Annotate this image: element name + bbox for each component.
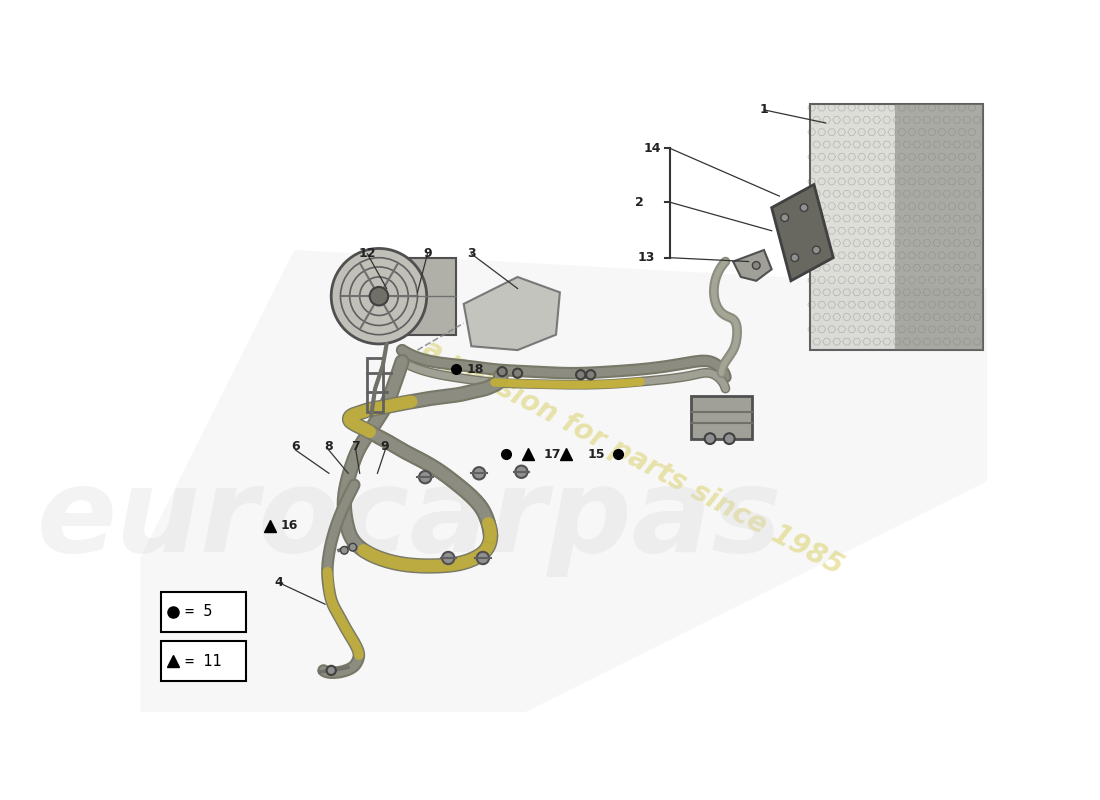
Polygon shape <box>772 185 834 281</box>
Circle shape <box>349 543 356 551</box>
Text: 6: 6 <box>292 440 300 453</box>
Text: 9: 9 <box>424 247 432 260</box>
Bar <box>162 592 246 632</box>
Text: 17: 17 <box>543 447 561 461</box>
Circle shape <box>752 262 760 270</box>
Circle shape <box>515 466 528 478</box>
Bar <box>691 396 752 438</box>
Circle shape <box>331 249 427 344</box>
Circle shape <box>791 254 799 262</box>
Circle shape <box>497 367 507 376</box>
Text: 7: 7 <box>352 440 360 453</box>
Text: 4: 4 <box>275 576 283 589</box>
Circle shape <box>800 204 807 211</box>
Circle shape <box>781 214 789 222</box>
Text: = 5: = 5 <box>185 605 212 619</box>
Text: a passion for parts since 1985: a passion for parts since 1985 <box>418 334 848 581</box>
Polygon shape <box>464 277 560 350</box>
Text: 16: 16 <box>280 519 297 532</box>
Circle shape <box>327 666 336 675</box>
Circle shape <box>476 552 490 564</box>
Text: = 11: = 11 <box>185 654 221 669</box>
Circle shape <box>419 471 431 483</box>
Circle shape <box>370 287 388 306</box>
Polygon shape <box>895 104 983 350</box>
Text: 13: 13 <box>638 251 654 264</box>
Text: 18: 18 <box>466 363 484 376</box>
Circle shape <box>513 369 522 378</box>
Bar <box>395 258 456 334</box>
Polygon shape <box>141 250 988 712</box>
Circle shape <box>586 370 595 379</box>
Circle shape <box>341 546 349 554</box>
Text: 8: 8 <box>324 440 333 453</box>
Circle shape <box>576 370 585 379</box>
Circle shape <box>442 552 454 564</box>
Polygon shape <box>810 104 983 350</box>
Text: 1: 1 <box>760 103 768 116</box>
Text: eurocarpas: eurocarpas <box>37 462 782 577</box>
Text: 15: 15 <box>587 447 605 461</box>
Text: 12: 12 <box>359 247 376 260</box>
Text: 2: 2 <box>635 196 643 209</box>
Circle shape <box>813 246 821 254</box>
Circle shape <box>705 434 715 444</box>
Bar <box>162 641 246 681</box>
Circle shape <box>473 467 485 479</box>
Polygon shape <box>733 250 772 281</box>
Circle shape <box>724 434 735 444</box>
Text: 3: 3 <box>468 247 475 260</box>
Text: 9: 9 <box>381 440 389 453</box>
Text: 14: 14 <box>644 142 661 155</box>
